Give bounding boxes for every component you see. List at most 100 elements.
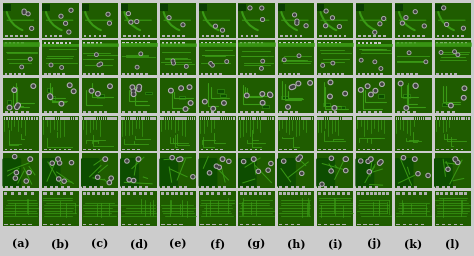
Circle shape: [137, 84, 141, 89]
Bar: [167, 35, 170, 37]
Circle shape: [454, 158, 458, 162]
Circle shape: [215, 25, 217, 27]
Circle shape: [463, 27, 465, 29]
Bar: [137, 117, 138, 120]
Bar: [27, 186, 30, 188]
Bar: [436, 193, 439, 195]
Circle shape: [379, 23, 381, 25]
Bar: [455, 193, 458, 195]
Bar: [201, 35, 204, 37]
Circle shape: [109, 85, 111, 87]
Bar: [372, 117, 374, 120]
FancyBboxPatch shape: [356, 158, 374, 187]
Bar: [346, 193, 350, 195]
Bar: [105, 117, 107, 120]
Bar: [448, 42, 451, 44]
Circle shape: [217, 165, 221, 169]
Circle shape: [290, 85, 294, 90]
Bar: [213, 42, 216, 44]
Circle shape: [260, 67, 263, 70]
Circle shape: [27, 170, 31, 175]
Bar: [256, 42, 259, 44]
Bar: [167, 117, 168, 120]
Circle shape: [405, 107, 408, 109]
Bar: [424, 193, 427, 195]
Bar: [217, 89, 225, 93]
FancyBboxPatch shape: [394, 158, 413, 187]
Circle shape: [283, 160, 285, 162]
Bar: [206, 149, 208, 150]
Bar: [441, 149, 444, 150]
Circle shape: [96, 54, 97, 56]
Circle shape: [454, 51, 456, 52]
Bar: [278, 117, 280, 120]
Bar: [173, 186, 176, 188]
Bar: [202, 117, 203, 120]
Bar: [371, 73, 374, 75]
Circle shape: [407, 51, 411, 54]
Bar: [295, 111, 298, 113]
Circle shape: [462, 86, 467, 90]
Bar: [459, 193, 463, 195]
Bar: [436, 224, 439, 226]
Bar: [255, 117, 256, 120]
Bar: [329, 35, 332, 37]
Circle shape: [28, 172, 30, 174]
Bar: [99, 117, 100, 120]
Bar: [201, 193, 203, 195]
Bar: [217, 193, 220, 195]
Bar: [143, 35, 146, 37]
Circle shape: [188, 86, 191, 88]
Circle shape: [16, 103, 20, 108]
Bar: [438, 117, 439, 120]
Bar: [317, 4, 325, 11]
Circle shape: [100, 63, 101, 65]
Circle shape: [266, 168, 270, 172]
Bar: [464, 117, 465, 120]
Bar: [210, 149, 213, 150]
Bar: [128, 224, 131, 226]
Bar: [175, 117, 176, 120]
Circle shape: [24, 179, 28, 183]
Bar: [83, 42, 85, 44]
Bar: [328, 149, 331, 150]
Circle shape: [12, 88, 17, 92]
Circle shape: [368, 171, 370, 173]
Bar: [219, 73, 221, 75]
Bar: [453, 42, 455, 44]
Bar: [179, 186, 182, 188]
Bar: [370, 42, 373, 44]
Bar: [358, 111, 361, 113]
Bar: [18, 73, 21, 75]
Circle shape: [292, 86, 294, 88]
Bar: [358, 186, 361, 188]
Bar: [464, 193, 467, 195]
Bar: [323, 193, 326, 195]
Bar: [284, 73, 286, 75]
Circle shape: [401, 21, 404, 25]
Bar: [249, 193, 252, 195]
Bar: [131, 42, 133, 44]
Circle shape: [103, 157, 108, 161]
Circle shape: [71, 162, 73, 164]
Circle shape: [447, 168, 449, 170]
Bar: [233, 117, 235, 120]
Bar: [89, 35, 91, 37]
Bar: [339, 42, 341, 44]
Bar: [421, 117, 422, 120]
Circle shape: [178, 157, 183, 161]
Bar: [68, 224, 71, 226]
Bar: [365, 193, 369, 195]
Bar: [388, 117, 390, 120]
Circle shape: [366, 159, 370, 163]
Bar: [133, 193, 136, 195]
Bar: [111, 193, 114, 195]
Circle shape: [328, 94, 332, 99]
Bar: [468, 117, 470, 120]
Bar: [212, 186, 215, 188]
Circle shape: [370, 158, 372, 160]
Bar: [239, 193, 243, 195]
Bar: [319, 73, 321, 75]
Bar: [366, 42, 368, 44]
Bar: [445, 42, 447, 44]
